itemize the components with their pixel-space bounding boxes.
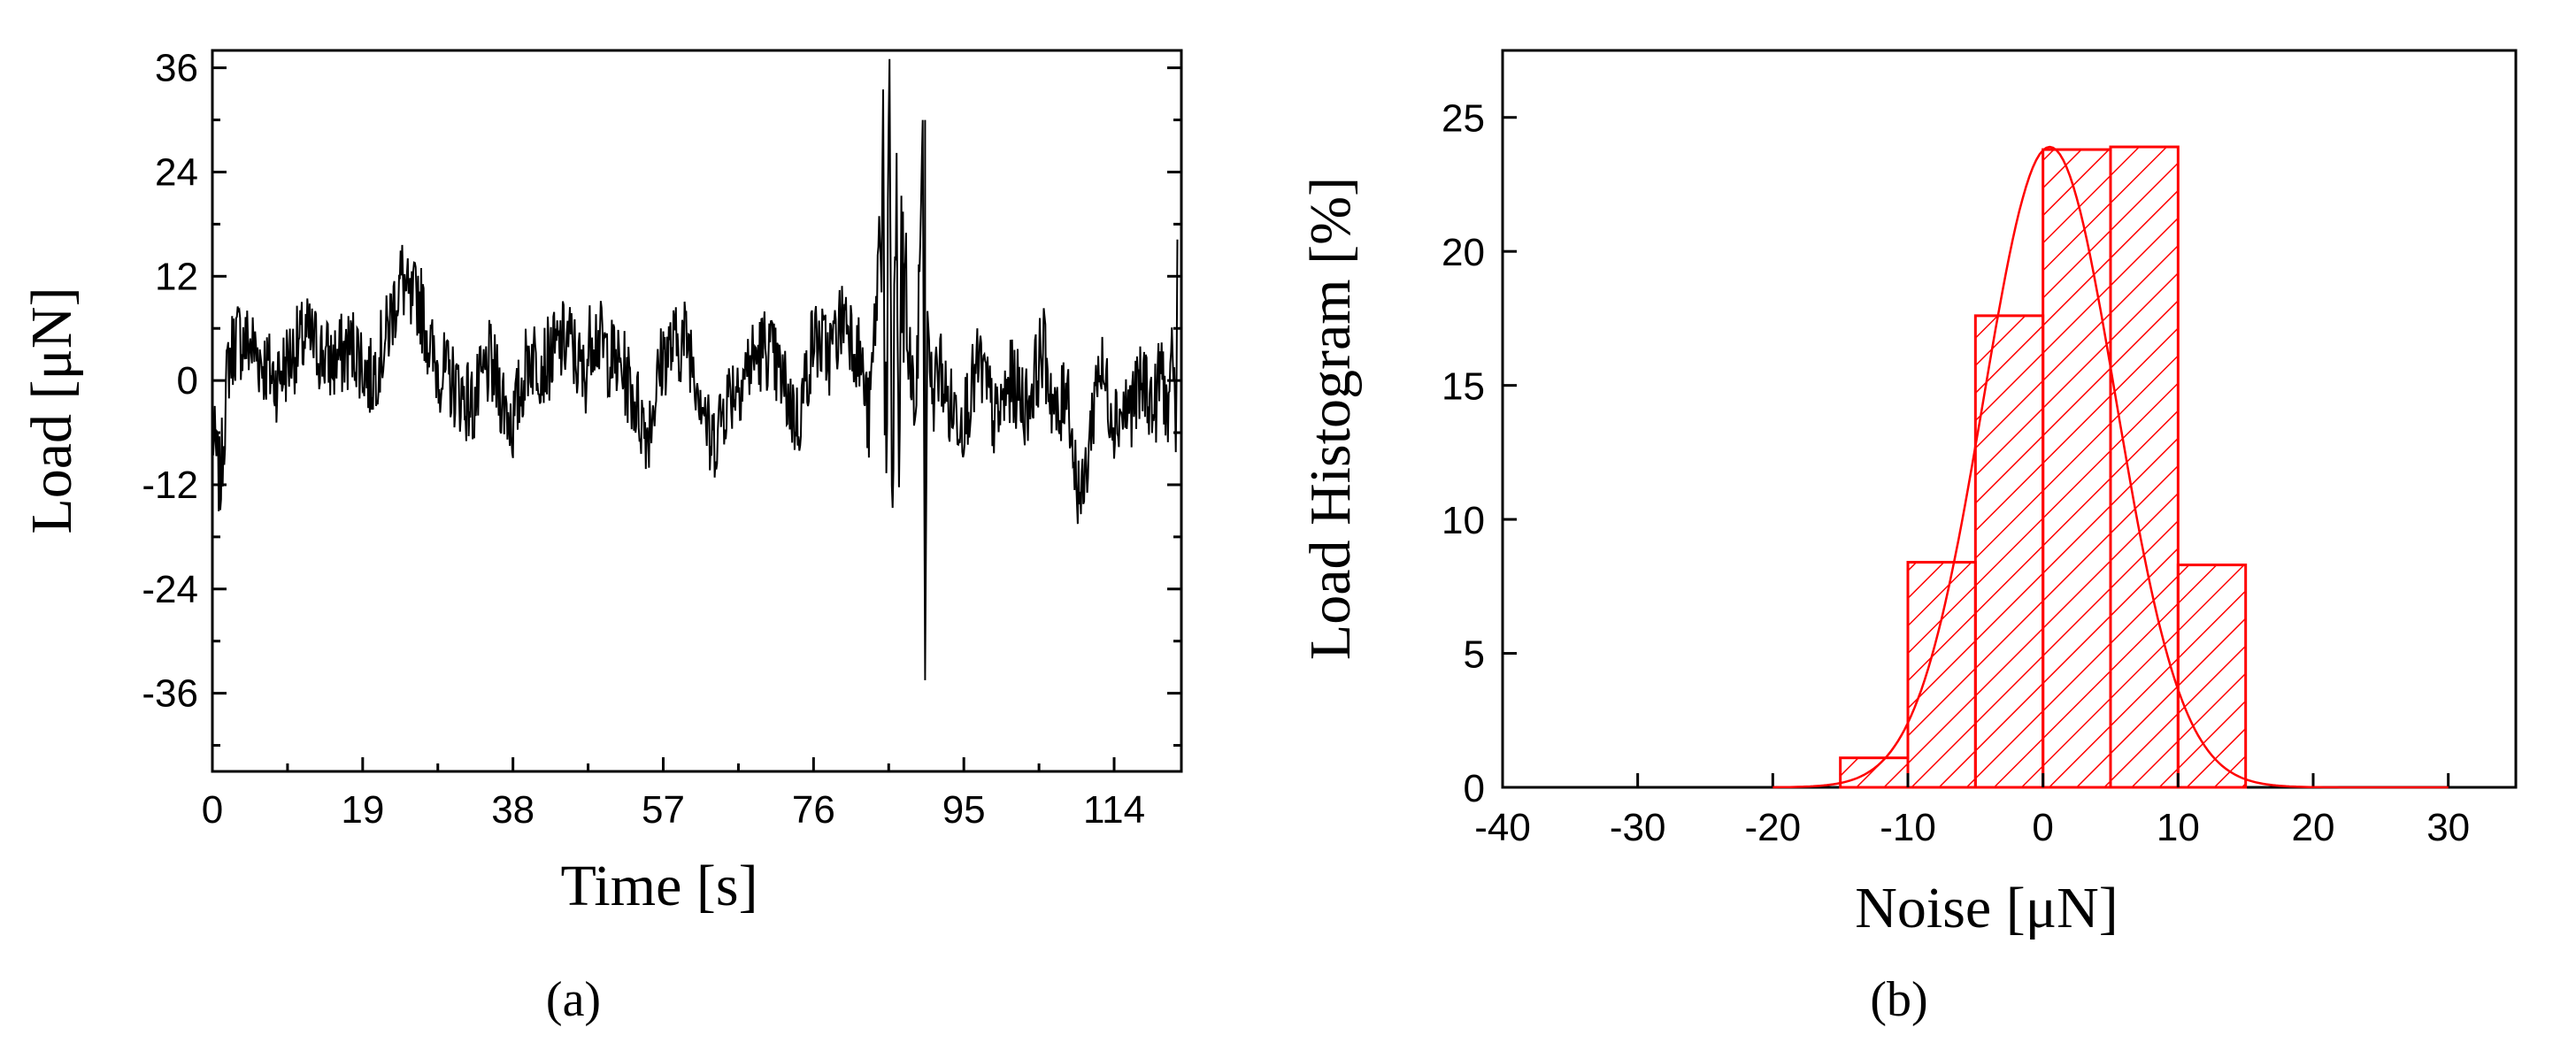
chart-b: -40 -30 -20 -10 0 10 20 30 0 5 10 15 20 25 Noise [μN]… bbox=[1298, 49, 2518, 1027]
chart-b-x-tick-label: 0 bbox=[2032, 806, 2053, 849]
chart-a-series-line bbox=[211, 58, 1179, 680]
chart-b-bar bbox=[1906, 561, 1977, 789]
chart-a-y-tick-label: -12 bbox=[142, 464, 198, 507]
chart-b-y-tick-label: 0 bbox=[1464, 767, 1485, 810]
chart-b-x-axis-title: Noise [μN] bbox=[1855, 876, 2118, 940]
chart-b-panel-label: (b) bbox=[1870, 972, 1927, 1027]
chart-a-x-axis-title: Time [s] bbox=[560, 854, 757, 918]
chart-b-x-tick-label: 10 bbox=[2157, 806, 2200, 849]
chart-a-x-tick-label: 114 bbox=[1083, 788, 1145, 832]
chart-b-y-tick-label: 5 bbox=[1464, 633, 1485, 677]
chart-b-y-tick-label: 20 bbox=[1442, 231, 1485, 274]
chart-a-y-tick-label: -36 bbox=[142, 672, 198, 716]
chart-b-bar bbox=[2042, 148, 2112, 789]
chart-b-x-tick-label: -20 bbox=[1745, 806, 1802, 849]
chart-b-bar bbox=[2109, 145, 2180, 789]
chart-a-panel-label: (a) bbox=[546, 972, 601, 1027]
chart-a-y-tick-label: 0 bbox=[177, 359, 198, 403]
chart-b-x-tick-label: -10 bbox=[1880, 806, 1936, 849]
chart-a-x-tick-label: 57 bbox=[642, 788, 685, 832]
chart-b-bars bbox=[1839, 145, 2248, 789]
chart-b-y-tick-label: 25 bbox=[1442, 97, 1485, 141]
chart-b-x-tick-label: -40 bbox=[1474, 806, 1531, 849]
chart-a-ticks: 0 19 38 57 76 95 114 -36 -24 -12 0 12 24 36 bbox=[142, 47, 1181, 832]
chart-a-y-tick-label: 12 bbox=[155, 255, 198, 298]
chart-a-y-tick-label: -24 bbox=[142, 568, 198, 611]
chart-a-x-tick-label: 19 bbox=[341, 788, 384, 832]
chart-b-x-tick-label: 20 bbox=[2292, 806, 2335, 849]
chart-a-y-tick-label: 36 bbox=[155, 47, 198, 90]
chart-a-y-axis-title: Load [μN] bbox=[19, 287, 84, 533]
chart-b-x-tick-label: 30 bbox=[2426, 806, 2470, 849]
chart-a-x-tick-label: 76 bbox=[792, 788, 835, 832]
chart-b-gaussian-fit bbox=[1772, 145, 2449, 789]
chart-b-bar bbox=[1839, 756, 1910, 789]
chart-a-x-tick-label: 0 bbox=[202, 788, 223, 832]
chart-b-ticks: -40 -30 -20 -10 0 10 20 30 0 5 10 15 20 25 bbox=[1442, 97, 2470, 849]
chart-b-bar bbox=[1973, 314, 2045, 789]
chart-b-bar bbox=[2176, 564, 2248, 789]
chart-b-x-tick-label: -30 bbox=[1610, 806, 1666, 849]
chart-b-y-tick-label: 15 bbox=[1442, 365, 1485, 409]
chart-a-x-tick-label: 38 bbox=[491, 788, 534, 832]
chart-a-plot-frame bbox=[211, 49, 1183, 773]
chart-a-y-tick-label: 24 bbox=[155, 150, 198, 194]
chart-b-y-axis-title: Load Histogram [%] bbox=[1298, 177, 1363, 660]
chart-a-x-tick-label: 95 bbox=[942, 788, 986, 832]
chart-b-y-tick-label: 10 bbox=[1442, 499, 1485, 542]
